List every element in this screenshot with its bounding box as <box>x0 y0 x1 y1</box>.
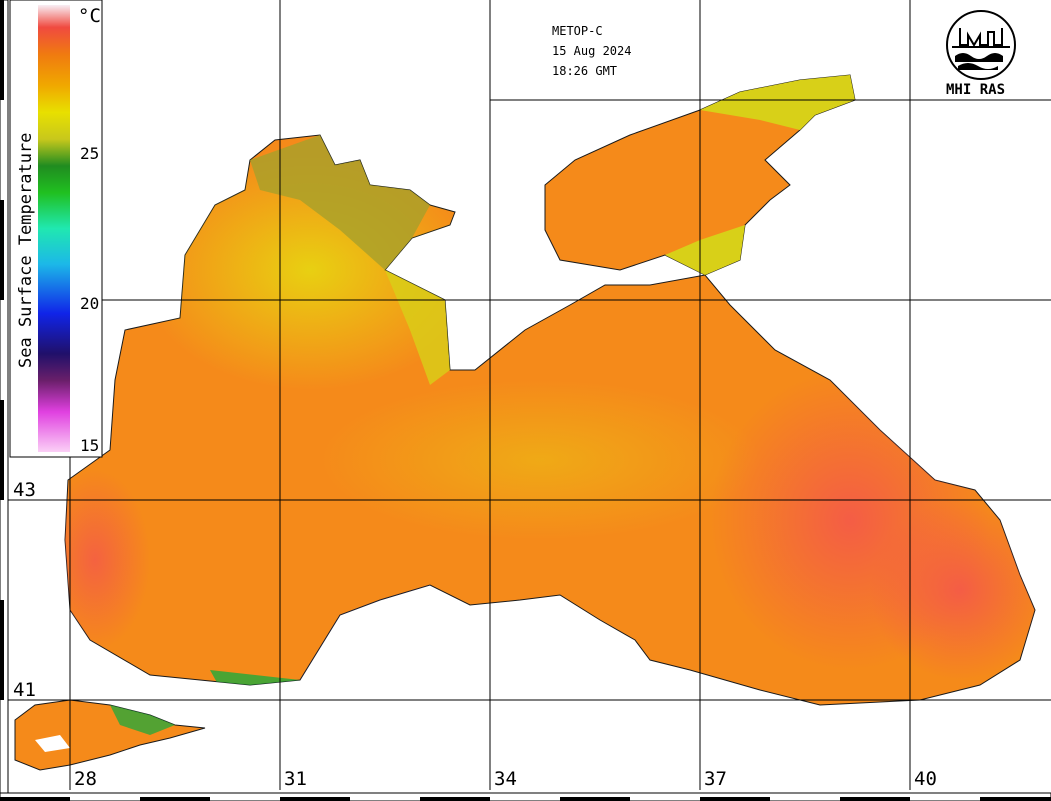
lon-label-31: 31 <box>284 768 307 790</box>
lon-label-40: 40 <box>914 768 937 790</box>
legend-color-bar <box>38 5 70 452</box>
lon-label-34: 34 <box>494 768 517 790</box>
acquisition-time: 18:26 GMT <box>552 64 617 78</box>
lat-label-43: 43 <box>13 479 36 501</box>
legend-title: Sea Surface Temperature <box>16 133 36 368</box>
satellite-name: METOP-C <box>552 24 603 38</box>
mhi-ras-logo: MHI RAS <box>946 10 1016 98</box>
longitude-labels: 28 31 34 37 40 <box>74 768 937 790</box>
legend-tick-20: 20 <box>80 294 99 313</box>
sea-of-marmara <box>14 699 206 771</box>
logo-text: MHI RAS <box>946 82 1005 98</box>
legend-unit: °C <box>78 5 101 27</box>
latitude-labels: 43 41 <box>13 479 36 701</box>
color-legend: °C Sea Surface Temperature 25 20 15 <box>9 0 103 458</box>
legend-tick-25: 25 <box>80 144 99 163</box>
mhi-ras-emblem-icon <box>946 10 1016 80</box>
acquisition-date: 15 Aug 2024 <box>552 44 631 58</box>
acquisition-info: METOP-C 15 Aug 2024 18:26 GMT <box>552 24 631 78</box>
legend-tick-15: 15 <box>80 436 99 455</box>
lon-label-28: 28 <box>74 768 97 790</box>
lat-label-41: 41 <box>13 679 36 701</box>
lon-label-37: 37 <box>704 768 727 790</box>
